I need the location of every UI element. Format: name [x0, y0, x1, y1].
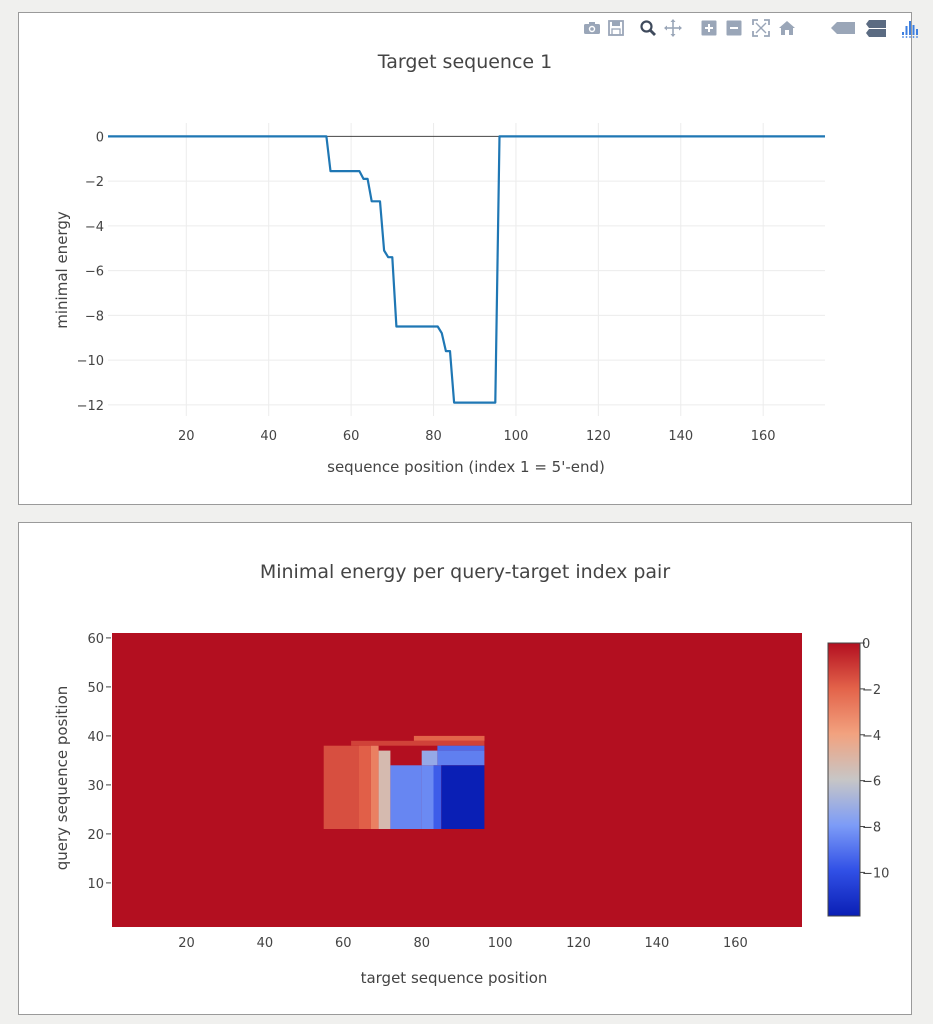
line-plot-title: Target sequence 1: [377, 51, 553, 73]
heatmap-cell-region: [421, 750, 438, 766]
line-x-tick-label: 160: [751, 429, 776, 444]
zoom-in-button[interactable]: [698, 17, 720, 39]
colorbar-tick-label: −8: [862, 821, 881, 836]
plotly-logo-icon: [902, 21, 918, 38]
heatmap-x-axis-title: target sequence position: [360, 969, 548, 987]
save-button[interactable]: [605, 17, 627, 39]
colorbar-tick-label: −4: [862, 729, 881, 744]
line-x-tick-label: 60: [343, 429, 360, 444]
line-y-axis-title: minimal energy: [53, 211, 71, 329]
home-button[interactable]: [776, 17, 798, 39]
zoom-out-button[interactable]: [723, 17, 745, 39]
heatmap-x-tick-label: 120: [566, 936, 591, 951]
line-x-axis-title: sequence position (index 1 = 5'-end): [327, 458, 605, 476]
heatmap-x-tick-label: 40: [257, 936, 274, 951]
heatmap-cell-region: [359, 745, 371, 829]
heatmap-cell-region: [370, 745, 379, 829]
heatmap-y-tick-label: 50: [87, 681, 104, 696]
line-chart[interactable]: 20 40 60 80 100 120 140 160 0 −2 −4 −6 −8 −10 −12: [19, 13, 913, 506]
line-x-tick-label: 100: [504, 429, 529, 444]
zoom-icon: [640, 20, 656, 36]
heatmap-x-tick-label: 60: [335, 936, 352, 951]
line-y-tick-label: −8: [85, 309, 104, 324]
hover-compare-button[interactable]: [865, 17, 887, 39]
energy-line-series: [108, 135, 825, 404]
autoscale-icon: [752, 19, 770, 37]
line-plot-panel: Target sequence 1 20 40 60 80 100 120 140 160 0 −…: [18, 12, 918, 506]
zoom-button[interactable]: [637, 17, 659, 39]
line-y-tick-label: −2: [85, 175, 104, 190]
line-y-tick-label: −4: [85, 220, 104, 235]
colorbar-tick-label: −2: [862, 683, 881, 698]
heatmap-cell-region: [441, 765, 485, 829]
line-x-tick-label: 140: [668, 429, 693, 444]
heatmap-cell-region: [433, 765, 442, 829]
colorbar: [827, 642, 861, 917]
heatmap-y-axis-title: query sequence position: [53, 685, 71, 871]
line-x-tick-label: 120: [586, 429, 611, 444]
heatmap-cell-region: [437, 750, 485, 766]
modebar: [579, 17, 918, 41]
heatmap-y-tick-label: 60: [87, 632, 104, 647]
heatmap-x-tick-label: 140: [645, 936, 670, 951]
line-y-tick-label: 0: [96, 130, 104, 145]
zoom-in-icon: [701, 20, 717, 36]
line-x-tick-label: 20: [178, 429, 195, 444]
save-icon: [608, 20, 624, 36]
pan-icon: [664, 19, 682, 37]
hover-closest-icon: [831, 22, 855, 34]
colorbar-tick-label: −6: [862, 775, 881, 790]
pan-button[interactable]: [662, 17, 684, 39]
heatmap-y-tick-label: 40: [87, 730, 104, 745]
line-y-tick-label: −6: [85, 265, 104, 280]
heatmap-y-tick-label: 30: [87, 779, 104, 794]
heatmap-cell-region: [378, 750, 391, 829]
heatmap-title: Minimal energy per query-target index pa…: [259, 561, 671, 583]
heatmap-cell-region: [413, 735, 485, 741]
line-y-tick-label: −10: [77, 354, 104, 369]
heatmap-y-tick-label: 10: [87, 877, 104, 892]
heatmap-cell-region: [421, 765, 434, 829]
colorbar-tick-label: 0: [862, 637, 870, 652]
heatmap-x-tick-label: 160: [723, 936, 748, 951]
hover-closest-button[interactable]: [829, 17, 857, 39]
heatmap-cell-region: [390, 765, 422, 829]
heatmap-chart[interactable]: 20 40 60 80 100 120 140 160 10 20 30 40 50 60 0 −2 −4 −6 −…: [19, 523, 913, 1016]
line-x-tick-label: 80: [425, 429, 442, 444]
heatmap-x-tick-label: 100: [488, 936, 513, 951]
line-y-tick-label: −12: [77, 399, 104, 414]
heatmap-cell-region: [323, 745, 359, 829]
heatmap-x-tick-label: 20: [178, 936, 195, 951]
heatmap-cell-region: [437, 745, 485, 751]
hover-compare-icon: [866, 20, 886, 37]
heatmap-cell-region: [351, 740, 485, 746]
camera-icon: [584, 22, 600, 34]
zoom-out-icon: [726, 20, 742, 36]
heatmap-panel: Minimal energy per query-target index pa…: [18, 522, 912, 1015]
heatmap-y-tick-label: 20: [87, 828, 104, 843]
home-icon: [779, 21, 795, 35]
autoscale-button[interactable]: [750, 17, 772, 39]
plotly-logo-button[interactable]: [899, 17, 921, 39]
heatmap-x-tick-label: 80: [413, 936, 430, 951]
colorbar-tick-label: −10: [862, 866, 889, 881]
camera-button[interactable]: [581, 17, 603, 39]
line-x-tick-label: 40: [260, 429, 277, 444]
